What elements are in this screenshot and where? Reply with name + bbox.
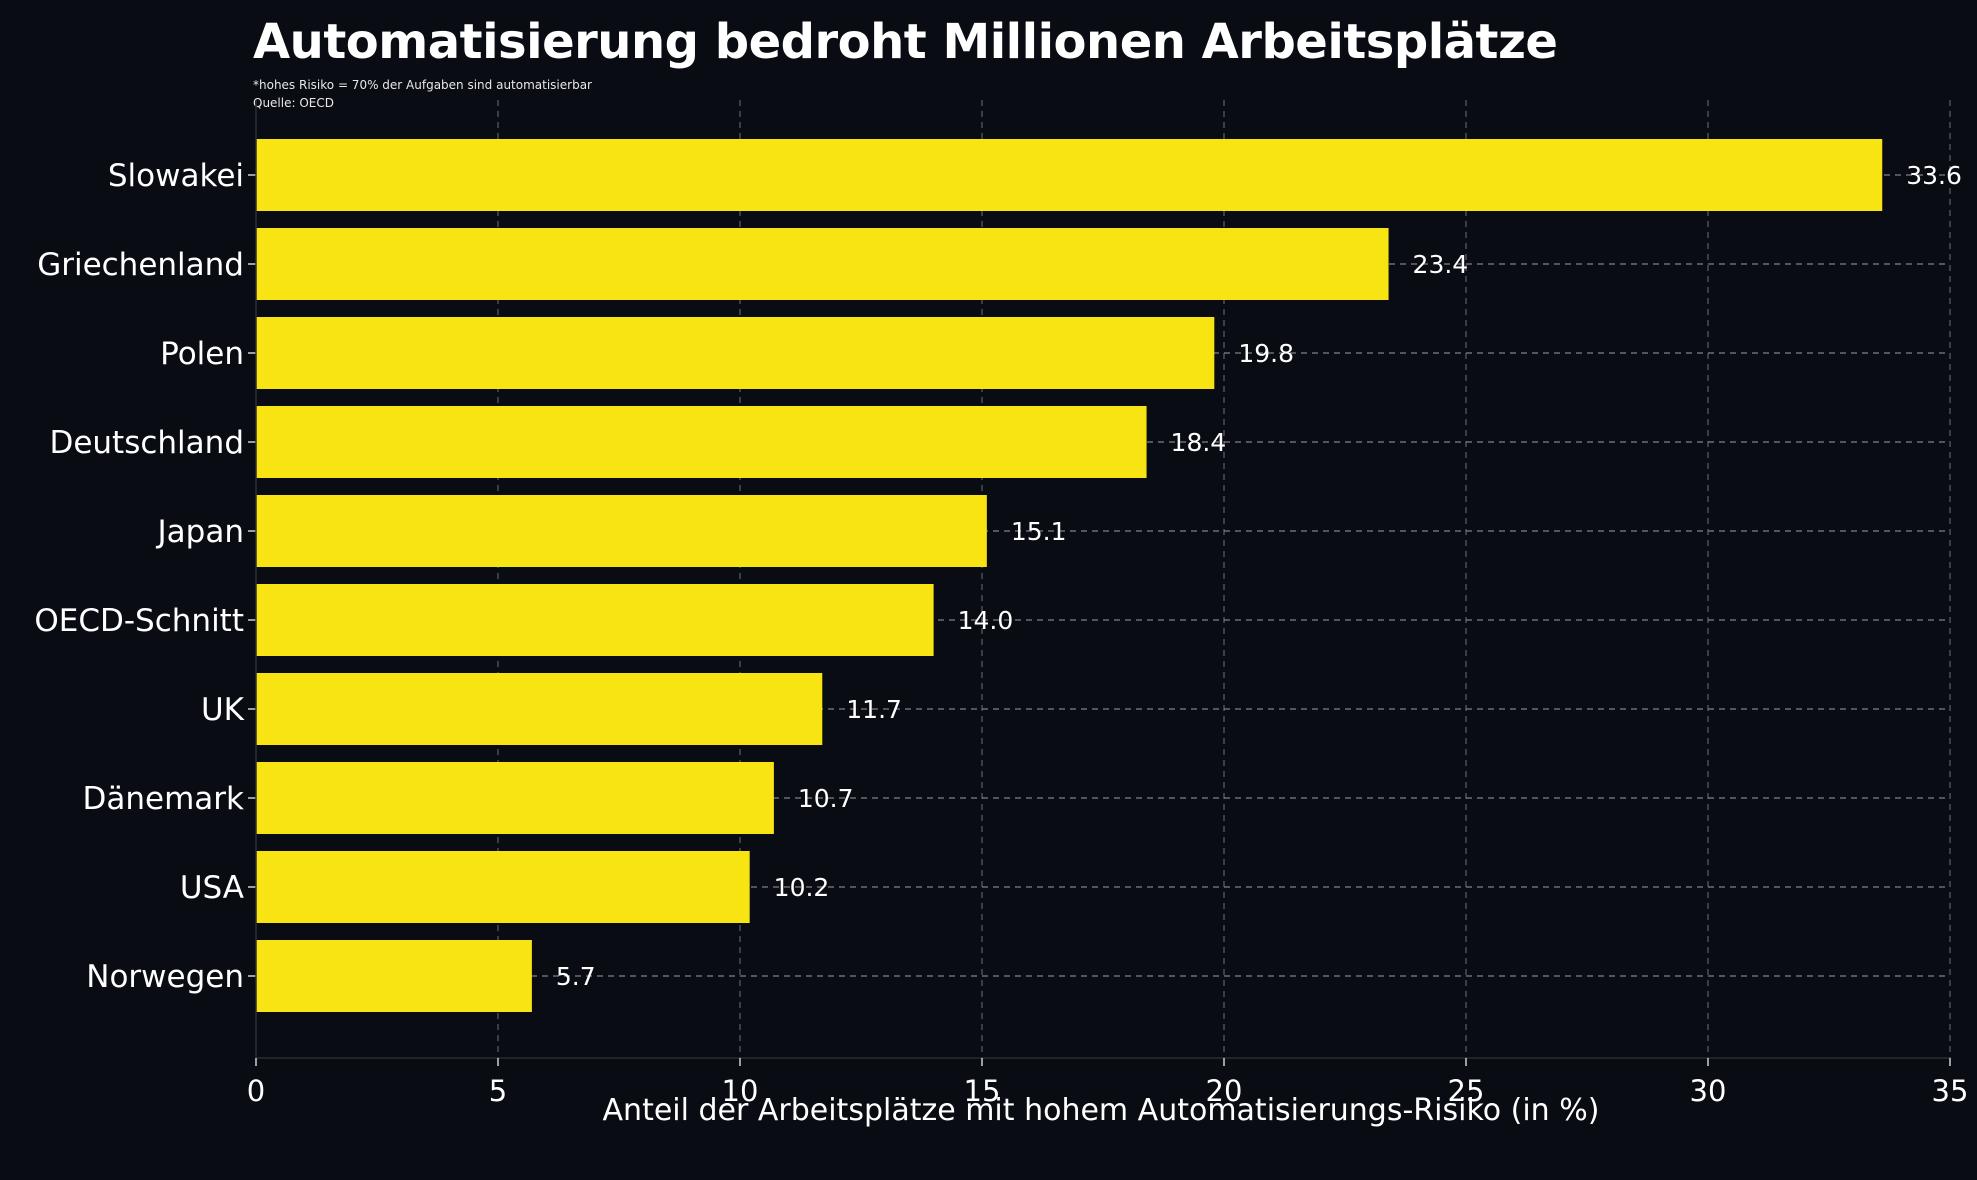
category-label: Slowakei — [108, 158, 244, 194]
bars: 33.6 23.4 19.8 18.4 15.1 14.0 11.7 10.7 10.2 5.7 — [256, 139, 1962, 1012]
bar — [256, 139, 1883, 211]
bar — [256, 406, 1147, 478]
x-tick-label: 0 — [247, 1074, 265, 1108]
category-label: USA — [180, 870, 244, 906]
x-tick-label: 20 — [1206, 1074, 1243, 1108]
chart-title: Automatisierung bedroht Millionen Arbeit… — [253, 14, 1558, 70]
bar — [256, 495, 987, 567]
value-label: 18.4 — [1171, 428, 1227, 457]
chart-source: Quelle: OECD — [253, 96, 334, 110]
x-tick-label: 35 — [1932, 1074, 1969, 1108]
category-label: Griechenland — [37, 247, 244, 283]
x-tick-label: 10 — [722, 1074, 759, 1108]
value-label: 5.7 — [556, 962, 596, 991]
category-label: UK — [201, 692, 245, 728]
bar — [256, 762, 774, 834]
bar — [256, 940, 532, 1012]
value-label: 10.2 — [774, 873, 830, 902]
value-label: 14.0 — [958, 606, 1014, 635]
bar — [256, 317, 1215, 389]
value-label: 23.4 — [1413, 250, 1469, 279]
value-label: 33.6 — [1906, 161, 1962, 190]
value-label: 10.7 — [798, 784, 854, 813]
value-label: 15.1 — [1011, 517, 1067, 546]
bar — [256, 851, 750, 923]
bar — [256, 673, 823, 745]
category-label: Polen — [160, 336, 244, 372]
x-tick-label: 30 — [1690, 1074, 1727, 1108]
x-tick-label: 25 — [1448, 1074, 1485, 1108]
value-label: 19.8 — [1238, 339, 1294, 368]
chart-subtitle: *hohes Risiko = 70% der Aufgaben sind au… — [253, 78, 592, 92]
category-label: OECD-Schnitt — [34, 603, 244, 639]
x-axis-label: Anteil der Arbeitsplätze mit hohem Autom… — [603, 1093, 1600, 1128]
x-tick-label: 5 — [489, 1074, 507, 1108]
category-label: Dänemark — [83, 781, 245, 817]
axes: Slowakei Griechenland Polen Deutschland Japa… — [34, 100, 1968, 1108]
category-label: Japan — [156, 514, 244, 550]
bar — [256, 584, 934, 656]
x-tick-label: 15 — [964, 1074, 1001, 1108]
category-label: Deutschland — [49, 425, 244, 461]
category-label: Norwegen — [86, 959, 244, 995]
value-label: 11.7 — [846, 695, 902, 724]
bar — [256, 228, 1389, 300]
